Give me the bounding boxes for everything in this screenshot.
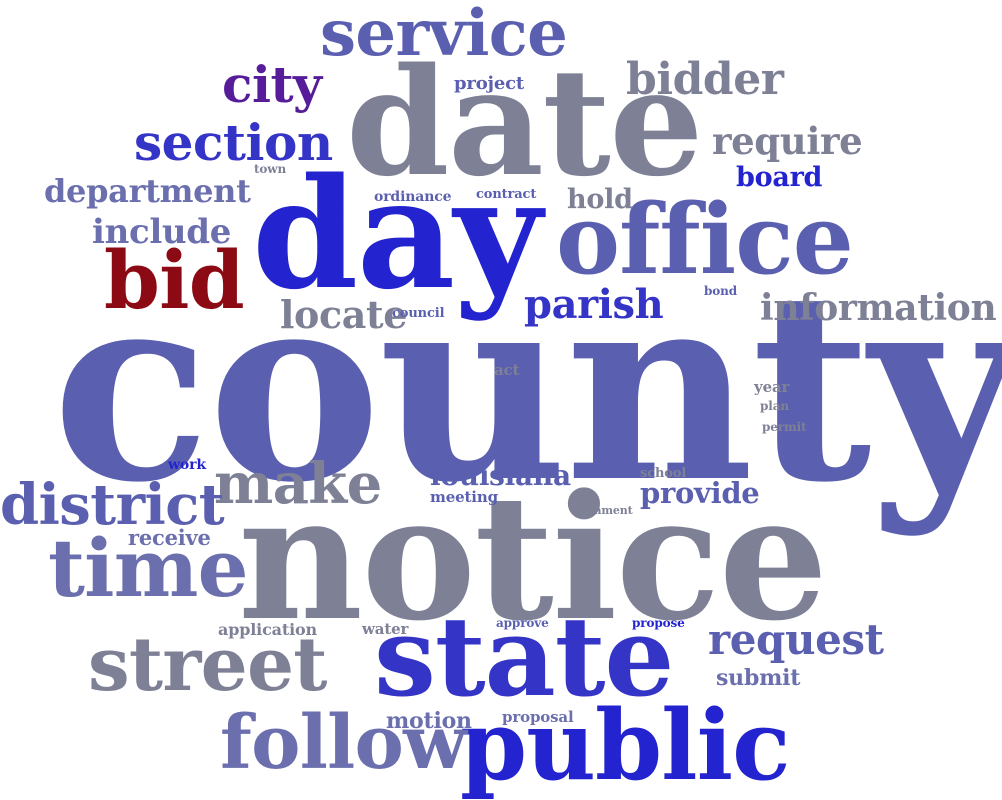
word-water: water	[362, 620, 409, 638]
word-project: project	[454, 73, 525, 94]
word-notice: notice	[238, 456, 828, 659]
word-department: department	[44, 172, 251, 210]
word-contract: contract	[476, 187, 537, 202]
word-bond: bond	[704, 284, 738, 298]
word-receive: receive	[128, 525, 211, 550]
word-permit: permit	[762, 420, 807, 434]
word-board: board	[736, 162, 823, 193]
word-date: date	[346, 35, 703, 209]
word-propose: propose	[632, 616, 685, 630]
word-comment: comment	[576, 504, 633, 517]
word-school: school	[640, 466, 687, 481]
word-state: state	[374, 592, 674, 721]
word-require: require	[712, 119, 863, 163]
word-ordinance: ordinance	[374, 189, 452, 205]
word-office: office	[556, 183, 854, 296]
word-year: year	[754, 378, 790, 396]
word-council: council	[392, 306, 445, 321]
word-motion: motion	[386, 708, 472, 734]
word-section: section	[134, 113, 333, 172]
word-bid: bid	[104, 233, 245, 327]
word-parish: parish	[524, 281, 664, 328]
word-plan: plan	[760, 399, 789, 413]
word-locate: locate	[280, 292, 407, 337]
word-bidder: bidder	[626, 54, 784, 105]
word-meeting: meeting	[430, 488, 498, 506]
word-district: district	[0, 472, 225, 538]
word-provide: provide	[640, 476, 760, 510]
word-public: public	[460, 689, 791, 800]
word-county: county	[52, 235, 1002, 540]
word-street: street	[88, 622, 327, 708]
word-hold: hold	[567, 184, 633, 215]
word-application: application	[218, 620, 318, 639]
word-make: make	[214, 451, 382, 517]
word-request: request	[708, 615, 884, 664]
word-submit: submit	[716, 665, 801, 691]
word-follow: follow	[220, 700, 467, 786]
word-approve: approve	[496, 616, 549, 630]
word-act: act	[494, 361, 520, 379]
word-louisiana: louisiana	[430, 459, 571, 492]
word-information: information	[760, 287, 997, 329]
word-day: day	[252, 144, 542, 323]
word-proposal: proposal	[502, 708, 574, 726]
word-include: include	[92, 212, 231, 252]
word-work: work	[168, 457, 206, 473]
word-service: service	[320, 0, 568, 71]
word-city: city	[222, 55, 322, 114]
word-town: town	[254, 162, 287, 176]
word-time: time	[48, 521, 249, 615]
